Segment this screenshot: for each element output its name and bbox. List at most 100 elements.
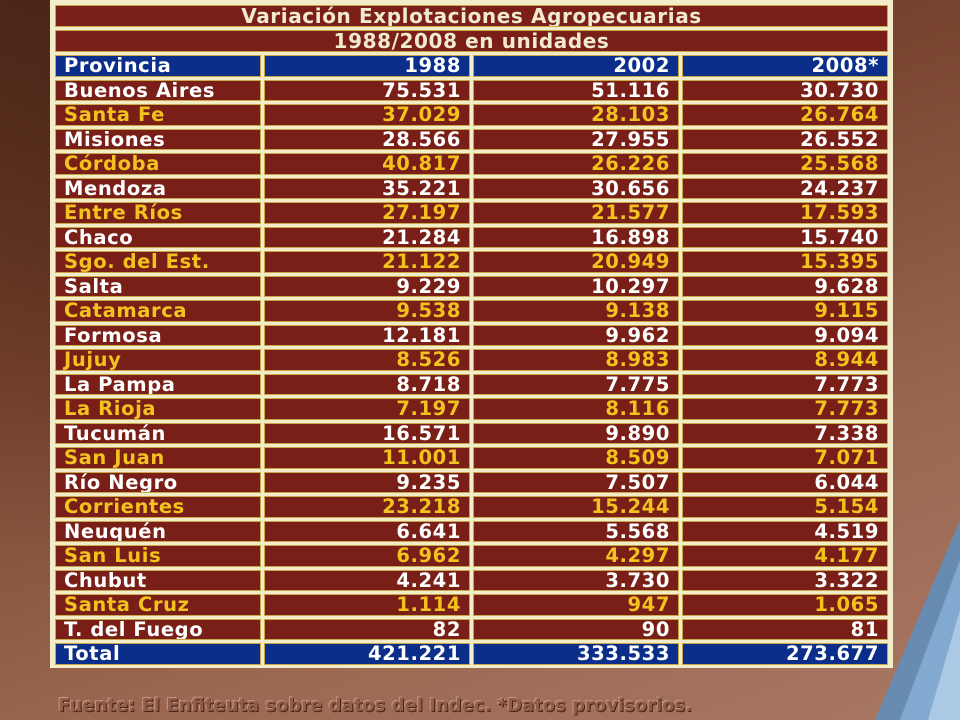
value-cell: 28.103 [473,104,679,126]
province-cell: Sgo. del Est. [55,251,261,273]
value-cell: 27.955 [473,128,679,150]
province-cell: Neuquén [55,520,261,542]
value-cell: 10.297 [473,275,679,297]
value-cell: 8.509 [473,447,679,469]
value-cell: 11.001 [264,447,470,469]
table-title-row: Variación Explotaciones Agropecuarias [55,5,888,27]
table-row: La Rioja 7.197 8.116 7.773 [55,398,888,420]
value-cell: 7.775 [473,373,679,395]
value-cell: 7.197 [264,398,470,420]
province-cell: Buenos Aires [55,79,261,101]
province-cell: La Pampa [55,373,261,395]
source-footnote: Fuente: El Enfiteuta sobre datos del Ind… [58,695,693,716]
province-cell: Santa Cruz [55,594,261,616]
table-row: Buenos Aires 75.531 51.116 30.730 [55,79,888,101]
value-cell: 26.764 [682,104,888,126]
data-table-container: Variación Explotaciones Agropecuarias 19… [50,0,893,668]
header-2002: 2002 [473,55,679,77]
province-cell: Río Negro [55,471,261,493]
value-cell: 5.568 [473,520,679,542]
table-row: Santa Cruz 1.114 947 1.065 [55,594,888,616]
table-row: Misiones 28.566 27.955 26.552 [55,128,888,150]
value-cell: 9.962 [473,324,679,346]
value-cell: 15.395 [682,251,888,273]
province-cell: Chubut [55,569,261,591]
table-row: Tucumán 16.571 9.890 7.338 [55,422,888,444]
table-row: Jujuy 8.526 8.983 8.944 [55,349,888,371]
table-row: San Juan 11.001 8.509 7.071 [55,447,888,469]
value-cell: 30.656 [473,177,679,199]
table-row: Mendoza 35.221 30.656 24.237 [55,177,888,199]
value-cell: 35.221 [264,177,470,199]
value-cell: 8.526 [264,349,470,371]
table-header-row: Provincia 1988 2002 2008* [55,55,888,77]
header-1988: 1988 [264,55,470,77]
value-cell: 30.730 [682,79,888,101]
value-cell: 6.641 [264,520,470,542]
value-cell: 21.284 [264,226,470,248]
value-cell: 25.568 [682,153,888,175]
province-cell: T. del Fuego [55,618,261,640]
table-row: Santa Fe 37.029 28.103 26.764 [55,104,888,126]
value-cell: 5.154 [682,496,888,518]
value-cell: 3.322 [682,569,888,591]
value-cell: 75.531 [264,79,470,101]
value-cell: 4.241 [264,569,470,591]
total-value: 333.533 [473,643,679,665]
table-row: Neuquén 6.641 5.568 4.519 [55,520,888,542]
value-cell: 9.094 [682,324,888,346]
value-cell: 82 [264,618,470,640]
value-cell: 27.197 [264,202,470,224]
value-cell: 26.226 [473,153,679,175]
value-cell: 7.338 [682,422,888,444]
value-cell: 9.890 [473,422,679,444]
value-cell: 9.538 [264,300,470,322]
value-cell: 81 [682,618,888,640]
value-cell: 4.519 [682,520,888,542]
table-row: Entre Ríos 27.197 21.577 17.593 [55,202,888,224]
table-row: Corrientes 23.218 15.244 5.154 [55,496,888,518]
table-row: Chubut 4.241 3.730 3.322 [55,569,888,591]
value-cell: 37.029 [264,104,470,126]
table-row: Chaco 21.284 16.898 15.740 [55,226,888,248]
value-cell: 6.044 [682,471,888,493]
province-cell: Entre Ríos [55,202,261,224]
value-cell: 9.229 [264,275,470,297]
table-total-row: Total 421.221 333.533 273.677 [55,643,888,665]
table-row: Córdoba 40.817 26.226 25.568 [55,153,888,175]
header-provincia: Provincia [55,55,261,77]
value-cell: 8.983 [473,349,679,371]
value-cell: 8.718 [264,373,470,395]
value-cell: 3.730 [473,569,679,591]
value-cell: 1.114 [264,594,470,616]
table-title: Variación Explotaciones Agropecuarias [55,5,888,27]
province-cell: Corrientes [55,496,261,518]
value-cell: 4.297 [473,545,679,567]
province-cell: Jujuy [55,349,261,371]
value-cell: 26.552 [682,128,888,150]
value-cell: 9.115 [682,300,888,322]
province-cell: Salta [55,275,261,297]
value-cell: 4.177 [682,545,888,567]
table-row: Sgo. del Est. 21.122 20.949 15.395 [55,251,888,273]
value-cell: 23.218 [264,496,470,518]
value-cell: 21.577 [473,202,679,224]
value-cell: 51.116 [473,79,679,101]
value-cell: 16.898 [473,226,679,248]
table-row: Salta 9.229 10.297 9.628 [55,275,888,297]
value-cell: 12.181 [264,324,470,346]
province-cell: Misiones [55,128,261,150]
value-cell: 21.122 [264,251,470,273]
province-cell: Catamarca [55,300,261,322]
value-cell: 20.949 [473,251,679,273]
table-row: Formosa 12.181 9.962 9.094 [55,324,888,346]
value-cell: 7.773 [682,398,888,420]
province-cell: Tucumán [55,422,261,444]
table-subtitle: 1988/2008 en unidades [55,30,888,52]
province-cell: La Rioja [55,398,261,420]
value-cell: 947 [473,594,679,616]
value-cell: 1.065 [682,594,888,616]
value-cell: 28.566 [264,128,470,150]
total-value: 273.677 [682,643,888,665]
province-cell: Santa Fe [55,104,261,126]
